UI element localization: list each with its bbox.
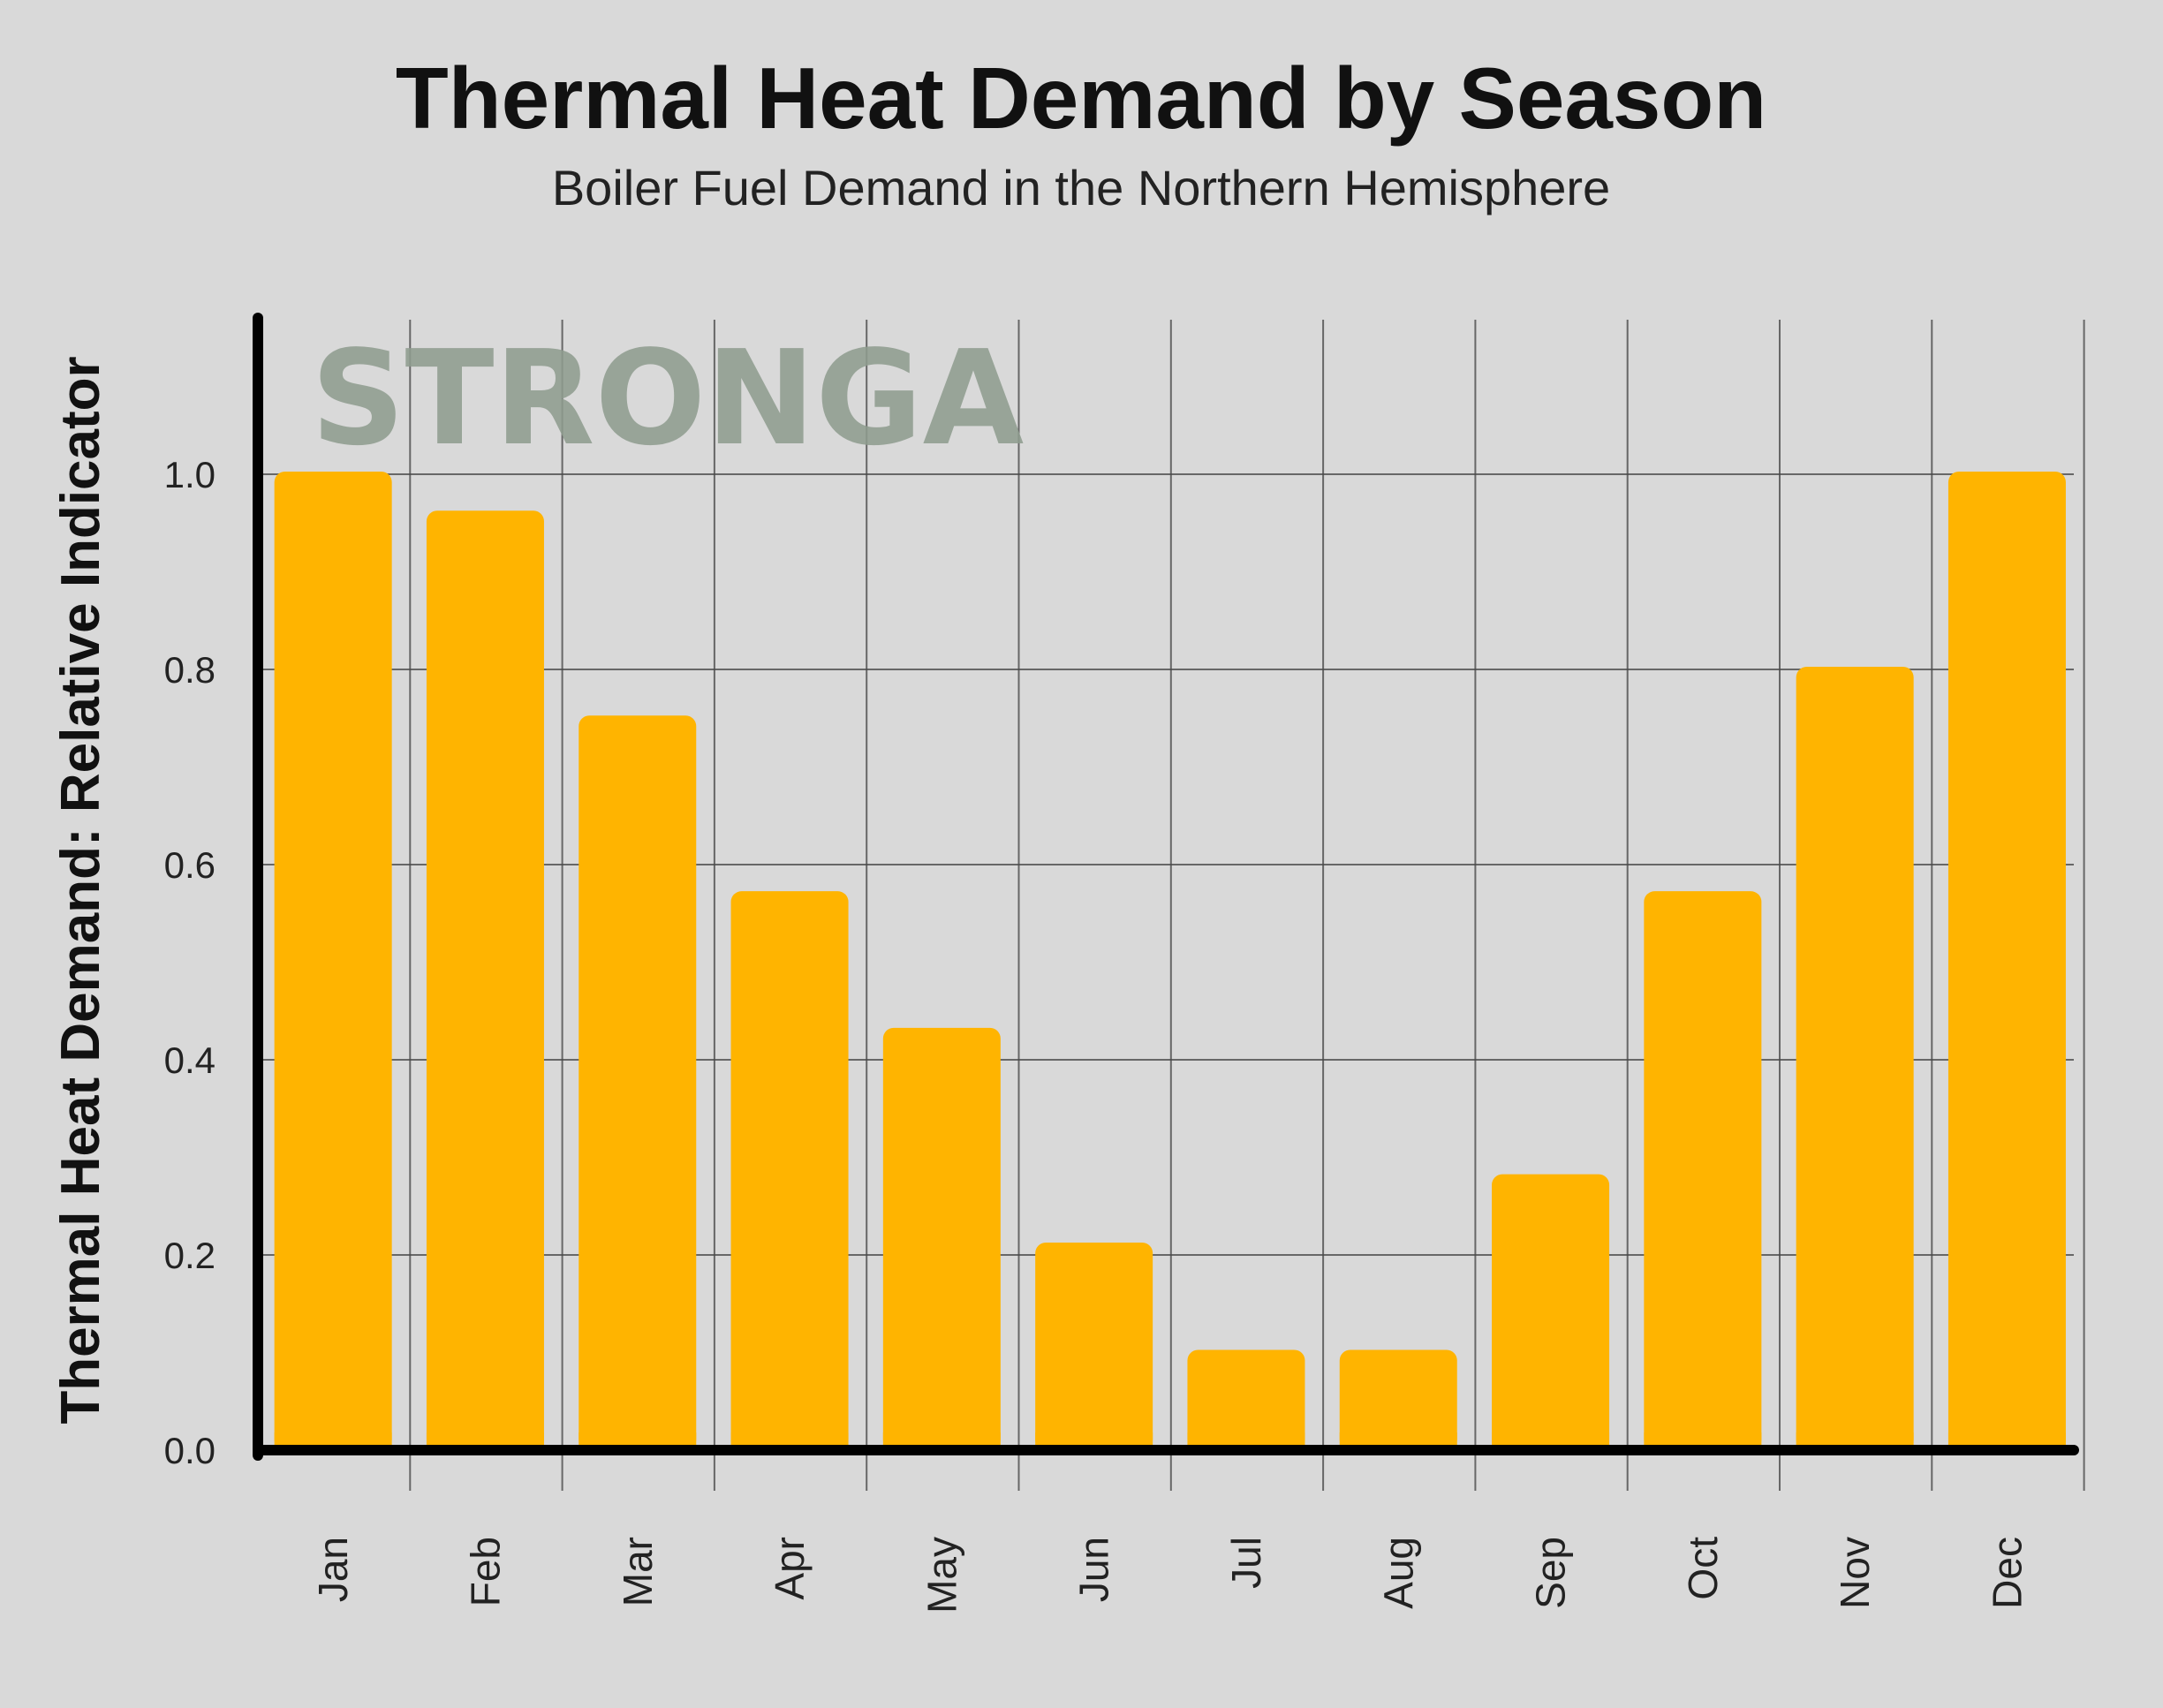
x-tick-label: Feb: [462, 1537, 508, 1606]
x-tick-label: Apr: [767, 1537, 813, 1600]
grid-lines: [258, 320, 2085, 1491]
chart-subtitle: Boiler Fuel Demand in the Northern Hemis…: [552, 160, 1610, 215]
y-tick-label: 1.0: [164, 454, 216, 495]
bar-oct: [1644, 891, 1762, 1450]
y-tick-label: 0.6: [164, 844, 216, 886]
x-tick-label: May: [919, 1537, 964, 1614]
bar-apr: [730, 891, 849, 1450]
x-tick-label: Jan: [310, 1537, 356, 1602]
x-tick-label: Dec: [1984, 1537, 2030, 1609]
y-tick-labels: 0.0 0.2 0.4 0.6 0.8 1.0: [164, 454, 216, 1471]
y-tick-label: 0.2: [164, 1235, 216, 1276]
y-tick-label: 0.0: [164, 1430, 216, 1471]
bar-jun: [1035, 1242, 1153, 1450]
bar-feb: [426, 510, 544, 1451]
y-tick-label: 0.8: [164, 649, 216, 691]
bar-nov: [1796, 667, 1914, 1450]
bar-sep: [1492, 1174, 1610, 1450]
x-tick-label: Mar: [615, 1537, 661, 1606]
x-tick-label: Jul: [1223, 1537, 1269, 1589]
bar-jul: [1187, 1349, 1305, 1450]
x-tick-label: Aug: [1375, 1537, 1421, 1609]
x-tick-label: Nov: [1832, 1537, 1878, 1609]
bar-dec: [1947, 472, 2066, 1450]
stronga-watermark: STRONGA: [311, 322, 1024, 474]
bar-mar: [579, 715, 697, 1450]
x-tick-label: Jun: [1071, 1537, 1117, 1602]
x-tick-label: Oct: [1680, 1537, 1726, 1600]
x-tick-labels: Jan Feb Mar Apr May Jun Jul Aug Sep Oct Nov Dec: [310, 1537, 2030, 1614]
y-tick-label: 0.4: [164, 1039, 216, 1081]
bars: [274, 472, 2066, 1451]
x-tick-label: Sep: [1528, 1537, 1574, 1609]
axes: [253, 313, 2079, 1461]
bar-jan: [274, 472, 392, 1450]
chart-title: Thermal Heat Demand by Season: [396, 49, 1766, 147]
bar-aug: [1339, 1349, 1457, 1450]
y-axis-label: Thermal Heat Demand: Relative Indicator: [50, 356, 111, 1424]
bar-may: [882, 1027, 1001, 1450]
